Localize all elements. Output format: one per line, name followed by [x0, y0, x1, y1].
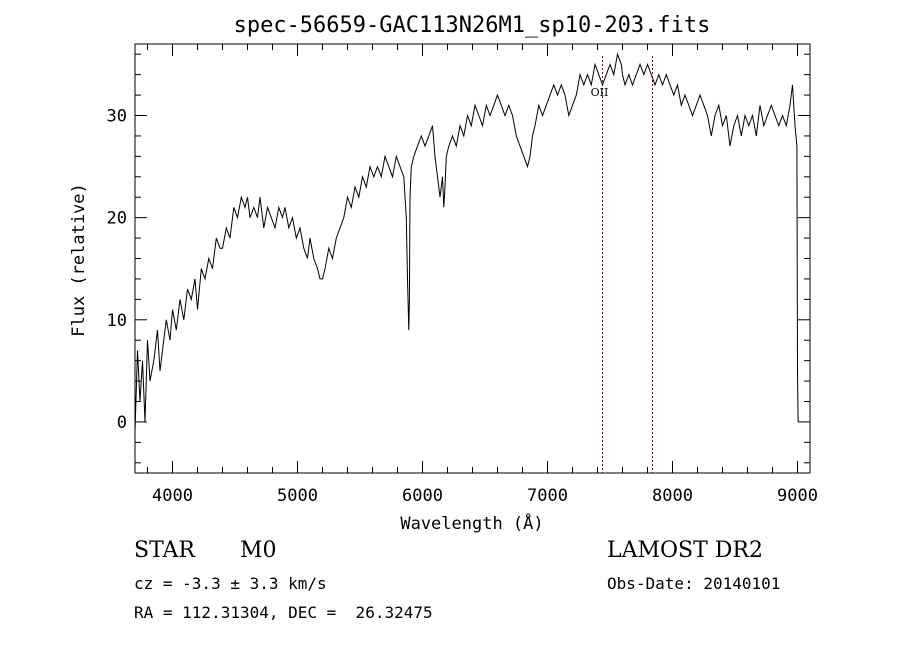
line-markers: OII — [591, 56, 653, 473]
x-tick-label: 9000 — [777, 486, 818, 506]
x-axis-label: Wavelength (Å) — [400, 512, 543, 534]
x-tick-label: 5000 — [277, 486, 318, 506]
y-axis-label: Flux (relative) — [69, 183, 89, 337]
y-tick-label: 10 — [107, 311, 127, 331]
y-tick-label: 0 — [117, 413, 127, 433]
marker-label: OII — [591, 86, 609, 99]
chart-title: spec-56659-GAC113N26M1_sp10-203.fits — [234, 13, 711, 38]
y-tick-label: 20 — [107, 209, 127, 229]
plot-frame — [134, 43, 811, 474]
redshift-text: cz = -3.3 ± 3.3 km/s — [134, 574, 327, 593]
obs-date: Obs-Date: 20140101 — [607, 574, 781, 593]
spectrum-line — [134, 52, 799, 433]
axis-ticks: 4000 5000 6000 7000 8000 9000 0 10 20 30 — [107, 44, 818, 506]
object-class: STAR — [134, 538, 195, 563]
y-tick-label: 30 — [107, 107, 127, 127]
x-tick-label: 6000 — [402, 486, 443, 506]
x-tick-label: 8000 — [652, 486, 693, 506]
survey-name: LAMOST DR2 — [607, 538, 763, 563]
x-tick-label: 7000 — [527, 486, 568, 506]
coordinates-text: RA = 112.31304, DEC = 26.32475 — [134, 603, 433, 622]
x-tick-label: 4000 — [152, 486, 193, 506]
object-subclass: M0 — [240, 538, 277, 563]
